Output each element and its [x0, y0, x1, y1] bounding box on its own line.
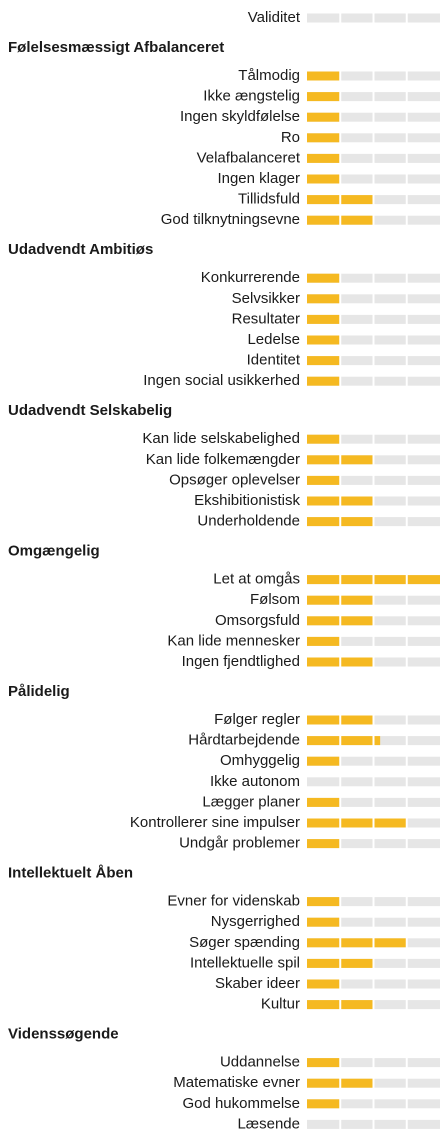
bar: [307, 839, 341, 849]
row-label: Ingen fjendtlighed: [182, 653, 300, 670]
bar: [307, 153, 341, 163]
bar: [307, 917, 341, 927]
row-label: Ledelse: [247, 331, 300, 348]
bar: [307, 273, 341, 283]
bar: [307, 356, 341, 366]
row-label: Nysgerrighed: [211, 913, 300, 930]
bar: [307, 1058, 341, 1068]
row-label: Ekshibitionistisk: [194, 492, 300, 509]
row-label: Læsende: [237, 1115, 300, 1132]
row-label: Kan lide mennesker: [167, 632, 300, 649]
row-label: Ikke ængstelig: [203, 88, 300, 105]
bar: [307, 376, 341, 386]
row-label: Intellektuelle spil: [190, 954, 300, 971]
group-title: Omgængelig: [8, 543, 100, 560]
row-label: Ingen social usikkerhed: [143, 372, 300, 389]
bar: [307, 475, 341, 485]
row-label: Søger spænding: [189, 934, 300, 951]
bar: [307, 797, 341, 807]
group-title: Udadvendt Ambitiøs: [8, 241, 153, 258]
row-label: Kan lide folkemængder: [146, 451, 300, 468]
bar: [307, 636, 341, 646]
row-label: Omsorgsfuld: [215, 612, 300, 629]
bar: [307, 818, 407, 828]
bar: [307, 1099, 341, 1109]
row-label: Omhyggelig: [220, 752, 300, 769]
row-label: Velafbalanceret: [197, 149, 301, 166]
bar: [307, 133, 341, 143]
row-label: Tillidsfuld: [238, 191, 300, 208]
row-label: Ikke autonom: [210, 773, 300, 790]
row-label: Identitet: [247, 352, 301, 369]
bar: [307, 71, 341, 81]
bar: [307, 174, 341, 184]
row-label: Selvsikker: [232, 290, 300, 307]
bar: [307, 938, 407, 948]
bar: [307, 112, 341, 122]
row-label: Undgår problemer: [179, 835, 300, 852]
row-label: Kontrollerer sine impulser: [130, 814, 300, 831]
bar: [307, 294, 341, 304]
row-label: Følger regler: [214, 711, 300, 728]
row-label: Skaber ideer: [215, 975, 300, 992]
bar: [307, 314, 341, 324]
group-title: Følelsesmæssigt Afbalanceret: [8, 39, 224, 56]
row-label: Tålmodig: [238, 67, 300, 84]
row-label: Ingen skyldfølelse: [180, 108, 300, 125]
bar: [307, 434, 341, 444]
row-label: God tilknytningsevne: [161, 211, 300, 228]
row-label: Hårdtarbejdende: [188, 732, 300, 749]
row-label: Evner for videnskab: [167, 893, 300, 910]
bar: [307, 335, 341, 345]
row-label: Validitet: [248, 9, 301, 26]
bar: [307, 897, 341, 907]
group-title: Pålidelig: [8, 683, 70, 700]
bar: [307, 92, 341, 102]
row-label: Underholdende: [197, 513, 300, 530]
row-label: Matematiske evner: [173, 1074, 300, 1091]
bar: [307, 756, 341, 766]
row-label: Konkurrerende: [201, 269, 300, 286]
row-label: Følsom: [250, 591, 300, 608]
row-label: Kan lide selskabelighed: [142, 430, 300, 447]
row-label: Resultater: [232, 310, 300, 327]
row-label: Opsøger oplevelser: [169, 471, 300, 488]
group-title: Udadvendt Selskabelig: [8, 402, 172, 419]
group-title: Intellektuelt Åben: [8, 865, 133, 882]
bar: [307, 736, 381, 746]
bar: [307, 979, 341, 989]
row-label: Uddannelse: [220, 1054, 300, 1071]
group-title: Videnssøgende: [8, 1026, 119, 1043]
row-label: Kultur: [261, 996, 300, 1013]
row-label: God hukommelse: [182, 1095, 300, 1112]
row-label: Ingen klager: [217, 170, 300, 187]
row-label: Ro: [281, 129, 300, 146]
row-label: Lægger planer: [202, 793, 300, 810]
row-label: Let at omgås: [213, 571, 300, 588]
